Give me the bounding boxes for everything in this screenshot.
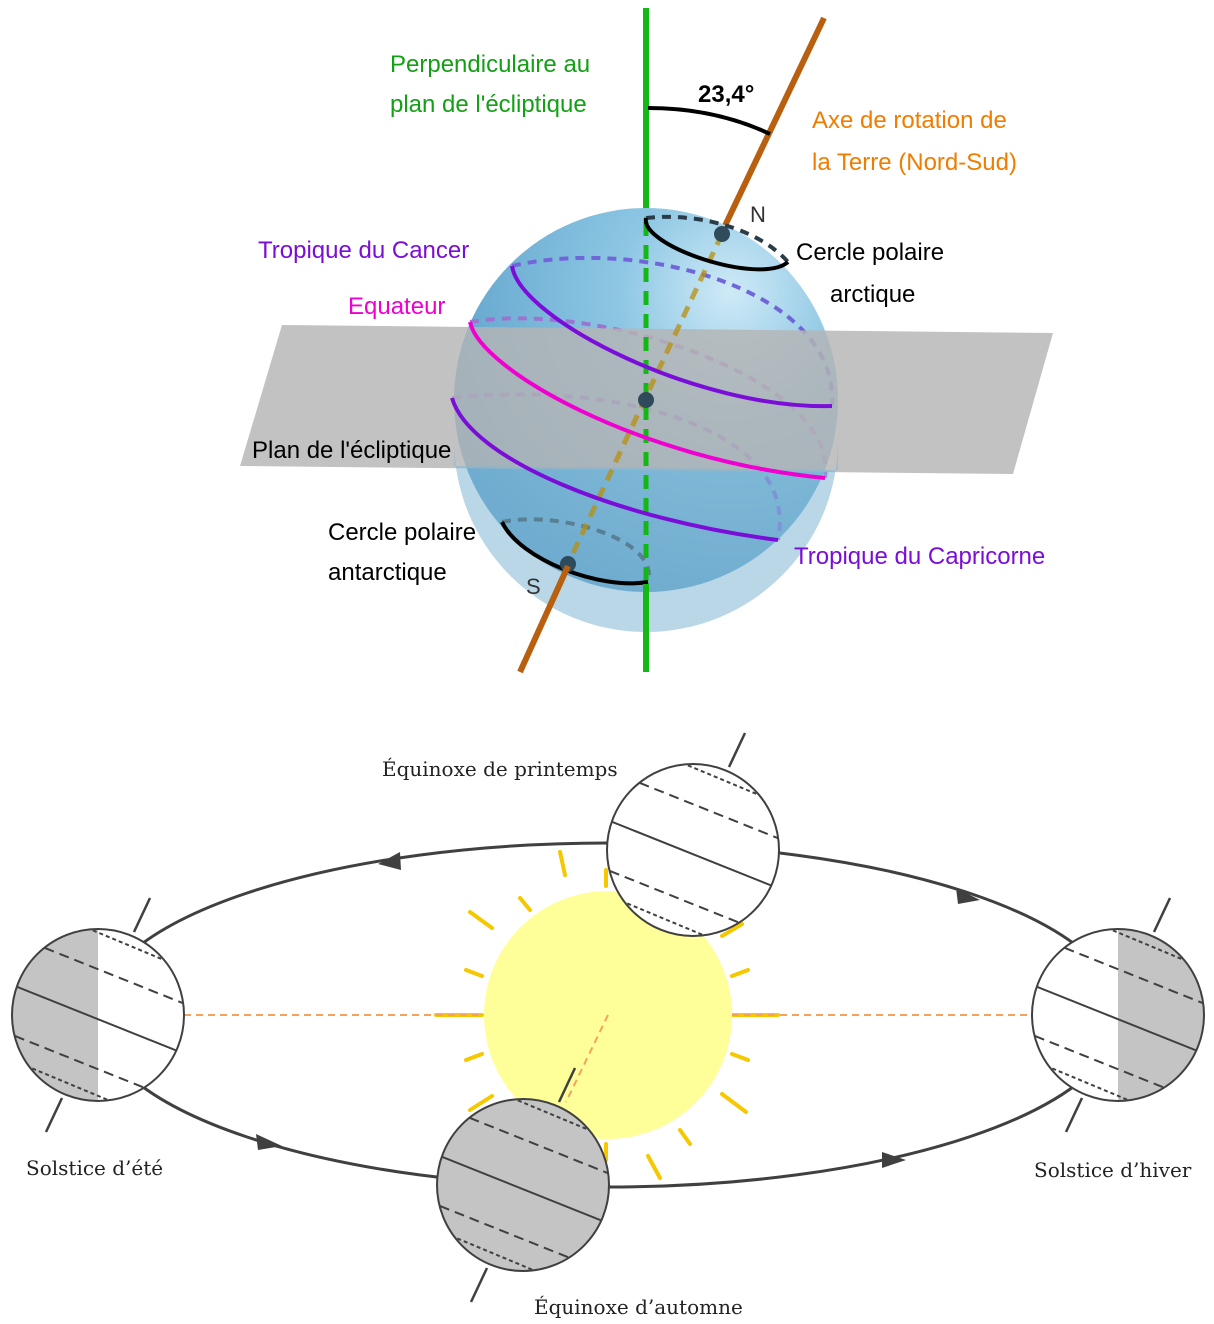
orbit-arrow-top [378, 852, 401, 870]
arctic-circle [643, 217, 790, 272]
north-pole [714, 226, 730, 242]
antarctic-label-line2: antarctique [328, 559, 447, 586]
autumn-equinox-label: Équinoxe d’automne [534, 1295, 743, 1319]
antarctic-label-line1: Cercle polaire [328, 519, 476, 546]
perpendicular-label-line1: Perpendiculaire au [390, 51, 590, 78]
capricorn-label: Tropique du Capricorne [794, 543, 1045, 570]
orbit-arrow-bottom [882, 1152, 906, 1168]
orbit-arrow-left [256, 1134, 282, 1150]
axis-label-line2: la Terre (Nord-Sud) [812, 149, 1017, 176]
axis-label-line1: Axe de rotation de [812, 107, 1007, 134]
globe-lower-part [454, 440, 838, 632]
rotation-axis-bottom [517, 564, 571, 674]
arctic-label-line1: Cercle polaire [796, 239, 944, 266]
lower-diagram: Équinoxe de printemps Solstice d’été Sol… [11, 732, 1205, 1319]
equator-label: Equateur [348, 293, 445, 320]
winter-solstice-label: Solstice d’hiver [1034, 1158, 1192, 1182]
tropic-cancer-line [510, 265, 833, 409]
earth-center [638, 392, 654, 408]
tropic-capricorn-line [450, 397, 779, 542]
cancer-label: Tropique du Cancer [258, 237, 469, 264]
ecliptic-plane-label: Plan de l'écliptique [252, 437, 451, 464]
north-label: N [750, 202, 766, 227]
summer-solstice-label: Solstice d’été [26, 1156, 163, 1180]
perpendicular-label-line2: plan de l'écliptique [390, 91, 587, 118]
angle-arc [647, 106, 771, 136]
angle-label: 23,4° [698, 81, 754, 108]
sun-earth-lines [184, 839, 1032, 1103]
spring-equinox-label: Équinoxe de printemps [382, 757, 618, 781]
earth-spring-equinox [606, 732, 780, 937]
upper-diagram: 23,4° Perpendiculaire au plan de l'éclip… [240, 8, 1053, 674]
arctic-label-line2: arctique [830, 281, 915, 308]
earth-winter-solstice [1031, 897, 1205, 1133]
south-label: S [526, 574, 541, 599]
equator-line [468, 321, 826, 480]
earth-summer-solstice [11, 897, 185, 1133]
rotation-axis-top [719, 16, 827, 234]
orbit-arrow-right [956, 888, 980, 904]
